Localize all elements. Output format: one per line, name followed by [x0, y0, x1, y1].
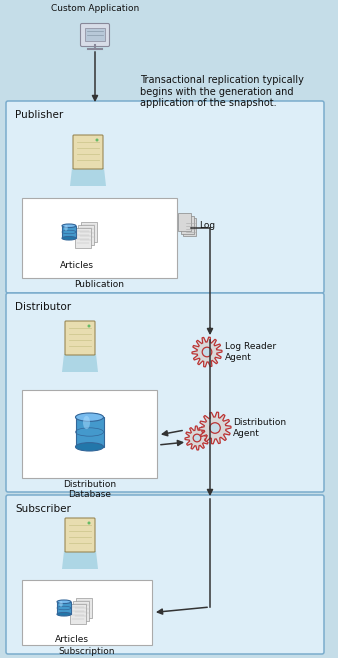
Text: Publication: Publication — [74, 280, 124, 289]
Polygon shape — [192, 337, 222, 367]
Ellipse shape — [64, 225, 68, 231]
Text: Articles: Articles — [55, 635, 89, 644]
Bar — [22, 580, 152, 645]
FancyBboxPatch shape — [73, 135, 103, 169]
Text: Subscriber: Subscriber — [15, 504, 71, 514]
FancyBboxPatch shape — [6, 293, 324, 492]
Bar — [178, 213, 191, 231]
Text: Articles: Articles — [60, 261, 94, 270]
Text: Distribution
Agent: Distribution Agent — [233, 418, 286, 438]
Polygon shape — [185, 426, 209, 450]
Bar — [70, 604, 86, 624]
Polygon shape — [62, 354, 98, 372]
Text: Publisher: Publisher — [15, 110, 63, 120]
Ellipse shape — [59, 601, 63, 607]
Bar — [62, 226, 76, 238]
FancyBboxPatch shape — [6, 495, 324, 654]
Text: Distribution
Database: Distribution Database — [63, 480, 116, 499]
Ellipse shape — [83, 416, 90, 429]
Bar — [75, 417, 103, 447]
Bar — [183, 218, 196, 236]
Circle shape — [88, 324, 91, 328]
FancyBboxPatch shape — [65, 321, 95, 355]
Bar — [81, 222, 97, 242]
Circle shape — [202, 347, 212, 357]
Ellipse shape — [75, 443, 103, 451]
Ellipse shape — [62, 236, 76, 240]
Circle shape — [210, 422, 220, 433]
Bar — [22, 390, 157, 478]
Circle shape — [193, 434, 201, 442]
Ellipse shape — [57, 613, 71, 616]
Bar — [73, 601, 89, 621]
Bar — [180, 216, 193, 234]
Circle shape — [96, 138, 98, 141]
Text: Log: Log — [199, 220, 215, 230]
Text: Custom Application: Custom Application — [51, 4, 139, 13]
Circle shape — [88, 522, 91, 524]
Text: Transactional replication typically
begins with the generation and
application o: Transactional replication typically begi… — [140, 75, 304, 108]
Bar — [85, 28, 105, 41]
Text: Distributor: Distributor — [15, 302, 71, 312]
Bar — [76, 598, 92, 618]
Polygon shape — [199, 412, 231, 444]
Polygon shape — [70, 168, 106, 186]
Text: Log Reader
Agent: Log Reader Agent — [225, 342, 276, 362]
Ellipse shape — [75, 413, 103, 421]
FancyBboxPatch shape — [80, 24, 110, 47]
Bar — [75, 228, 91, 248]
Bar — [78, 225, 94, 245]
Ellipse shape — [57, 600, 71, 603]
FancyBboxPatch shape — [6, 101, 324, 293]
Text: Subscription: Subscription — [59, 647, 115, 656]
Bar — [22, 198, 177, 278]
Bar — [57, 602, 71, 614]
FancyBboxPatch shape — [65, 518, 95, 552]
Ellipse shape — [62, 224, 76, 228]
Polygon shape — [62, 551, 98, 569]
